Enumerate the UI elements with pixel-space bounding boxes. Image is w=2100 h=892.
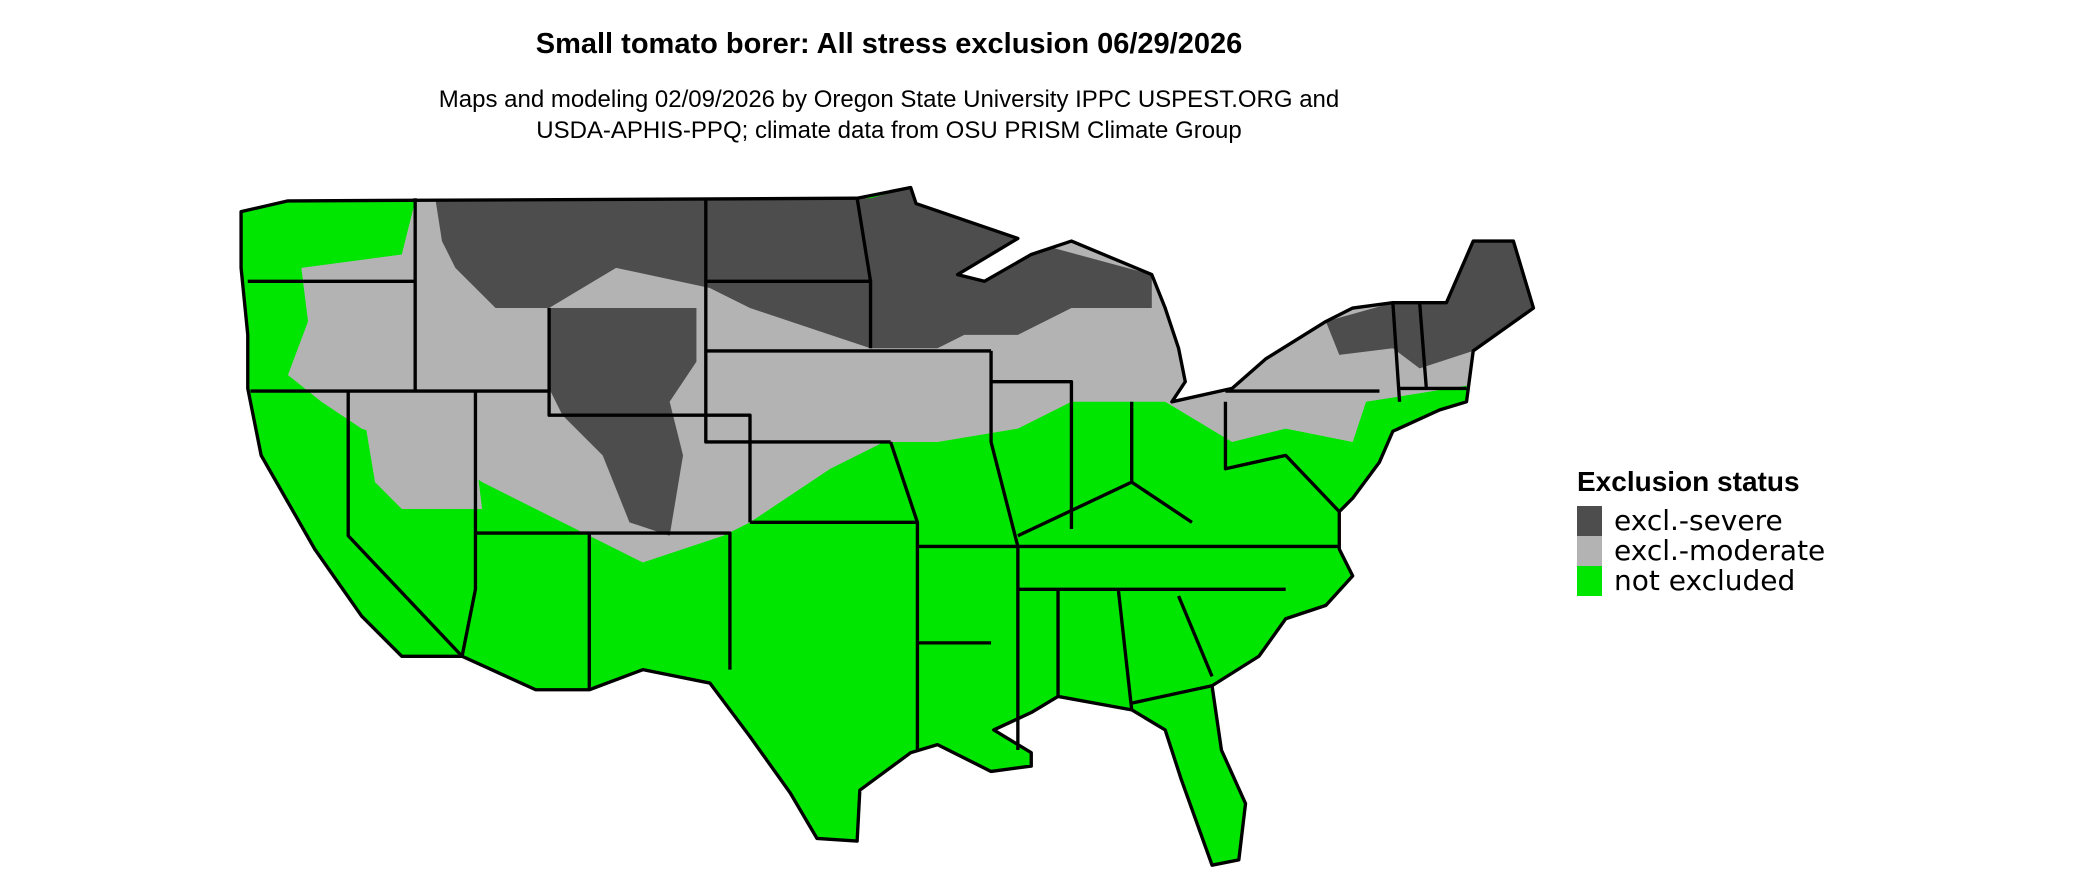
legend-item-severe: excl.-severe xyxy=(1577,506,1825,536)
legend-swatch xyxy=(1577,566,1602,596)
state-line xyxy=(855,197,873,282)
state-line xyxy=(1223,401,1341,513)
state-line xyxy=(460,391,478,657)
legend-item-not-excluded: not excluded xyxy=(1577,566,1825,596)
legend-item-moderate: excl.-moderate xyxy=(1577,536,1825,566)
severe-exclusion-area-north xyxy=(435,187,1152,349)
state-line xyxy=(991,380,1074,530)
state-line xyxy=(547,308,752,523)
severe-exclusion-area-rockies xyxy=(549,308,697,536)
state-line xyxy=(1131,684,1213,705)
state-line xyxy=(889,441,919,523)
state-line xyxy=(346,391,464,658)
legend-label: excl.-moderate xyxy=(1614,534,1826,567)
state-line xyxy=(1177,595,1214,678)
map-subtitle-line-2: USDA-APHIS-PPQ; climate data from OSU PR… xyxy=(536,117,1242,144)
state-line xyxy=(704,198,891,444)
state-line xyxy=(1417,302,1429,389)
moderate-exclusion-area-sw xyxy=(361,401,483,509)
legend-swatch xyxy=(1577,536,1602,566)
severe-exclusion-area-northeast xyxy=(1325,241,1534,369)
legend-label: not excluded xyxy=(1614,564,1796,597)
state-line xyxy=(1017,480,1133,538)
legend-title: Exclusion status xyxy=(1577,466,1800,497)
legend-label: excl.-severe xyxy=(1614,504,1783,537)
map-title: Small tomato borer: All stress exclusion… xyxy=(535,28,1243,60)
legend: Exclusion status excl.-severe excl.-mode… xyxy=(1577,466,1825,596)
state-line xyxy=(475,531,732,670)
legend-swatch xyxy=(1577,506,1602,536)
state-line xyxy=(1116,589,1134,711)
map-subtitle-line-1: Maps and modeling 02/09/2026 by Oregon S… xyxy=(438,86,1340,113)
state-line xyxy=(1391,302,1402,402)
state-boundaries xyxy=(239,185,1536,867)
